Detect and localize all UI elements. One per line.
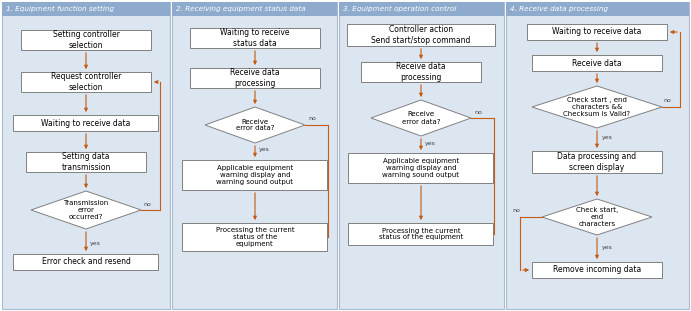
FancyBboxPatch shape [506, 2, 689, 309]
Text: Receive
error data?: Receive error data? [401, 112, 440, 124]
Text: no: no [474, 109, 482, 114]
FancyBboxPatch shape [21, 30, 151, 50]
Text: Remove incoming data: Remove incoming data [553, 266, 641, 275]
FancyBboxPatch shape [26, 152, 146, 172]
Polygon shape [542, 199, 652, 235]
Text: Receive data
processing: Receive data processing [230, 68, 280, 88]
Polygon shape [31, 191, 141, 229]
FancyBboxPatch shape [172, 2, 337, 309]
Text: 3. Equipment operation control: 3. Equipment operation control [343, 6, 456, 12]
Text: yes: yes [259, 147, 270, 152]
FancyBboxPatch shape [348, 153, 493, 183]
FancyBboxPatch shape [182, 223, 328, 251]
Text: Setting controller
selection: Setting controller selection [53, 30, 120, 50]
Polygon shape [532, 86, 662, 128]
FancyBboxPatch shape [361, 62, 481, 82]
FancyBboxPatch shape [190, 68, 320, 88]
FancyBboxPatch shape [532, 151, 662, 173]
Polygon shape [371, 100, 471, 136]
FancyBboxPatch shape [506, 2, 689, 16]
Text: no: no [512, 207, 520, 212]
FancyBboxPatch shape [527, 24, 667, 40]
Text: Waiting to receive
status data: Waiting to receive status data [220, 28, 290, 48]
FancyBboxPatch shape [347, 24, 495, 46]
FancyBboxPatch shape [2, 2, 170, 309]
Text: Controller action
Send start/stop command: Controller action Send start/stop comman… [371, 25, 471, 45]
FancyBboxPatch shape [532, 262, 662, 278]
Text: Receive data
processing: Receive data processing [396, 62, 446, 82]
Text: Data processing and
screen display: Data processing and screen display [558, 152, 636, 172]
Text: yes: yes [602, 245, 613, 250]
Text: Request controller
selection: Request controller selection [51, 72, 121, 92]
Text: Receive data: Receive data [572, 58, 622, 67]
Text: yes: yes [425, 141, 436, 146]
Text: Applicable equipment
warning display and
warning sound output: Applicable equipment warning display and… [383, 158, 460, 178]
Text: no: no [143, 202, 151, 207]
Text: 4. Receive data processing: 4. Receive data processing [510, 6, 608, 12]
Text: no: no [663, 99, 671, 104]
Text: Error check and resend: Error check and resend [41, 258, 131, 267]
Text: yes: yes [90, 240, 101, 245]
FancyBboxPatch shape [339, 2, 504, 309]
FancyBboxPatch shape [172, 2, 337, 16]
Text: 1. Equipment function setting: 1. Equipment function setting [6, 6, 114, 12]
Text: 2. Receiving equipment status data: 2. Receiving equipment status data [176, 6, 305, 12]
Text: Receive
error data?: Receive error data? [236, 118, 274, 132]
FancyBboxPatch shape [339, 2, 504, 16]
Text: Processing the current
status of the equipment: Processing the current status of the equ… [379, 228, 463, 240]
Text: Applicable equipment
warning display and
warning sound output: Applicable equipment warning display and… [216, 165, 294, 185]
Text: Transmission
error
occurred?: Transmission error occurred? [64, 200, 108, 220]
Text: yes: yes [602, 136, 613, 141]
FancyBboxPatch shape [14, 254, 158, 270]
Text: Waiting to receive data: Waiting to receive data [41, 118, 131, 128]
FancyBboxPatch shape [14, 115, 158, 131]
Text: Processing the current
status of the
equipment: Processing the current status of the equ… [216, 227, 294, 247]
Text: Check start , end
characters &&
Checksum is Valid?: Check start , end characters && Checksum… [563, 97, 631, 117]
FancyBboxPatch shape [348, 223, 493, 245]
FancyBboxPatch shape [21, 72, 151, 92]
FancyBboxPatch shape [190, 28, 320, 48]
FancyBboxPatch shape [182, 160, 328, 190]
Text: Setting data
transmission: Setting data transmission [61, 152, 111, 172]
Text: Check start,
end
characters: Check start, end characters [576, 207, 618, 227]
FancyBboxPatch shape [2, 2, 170, 16]
FancyBboxPatch shape [532, 55, 662, 71]
Text: Waiting to receive data: Waiting to receive data [552, 27, 642, 36]
Polygon shape [205, 107, 305, 143]
Text: no: no [308, 117, 316, 122]
